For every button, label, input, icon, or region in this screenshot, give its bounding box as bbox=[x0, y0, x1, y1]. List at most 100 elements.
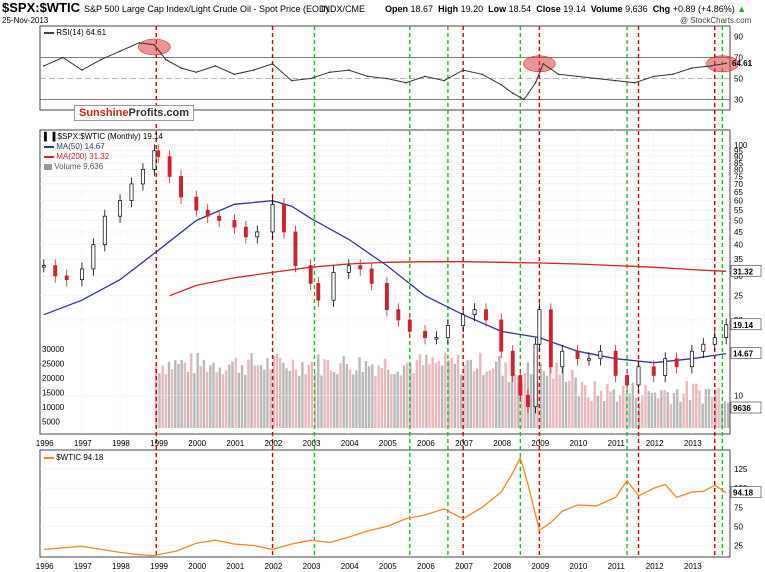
candle-body bbox=[526, 394, 530, 408]
volume-tick-label: 20000 bbox=[42, 374, 65, 383]
volume-tick-label: 5000 bbox=[42, 418, 60, 427]
volume-bar bbox=[669, 403, 673, 428]
volume-bar bbox=[320, 375, 323, 428]
symbol-description: S&P 500 Large Cap Index/Light Crude Oil … bbox=[84, 4, 329, 14]
candle-body bbox=[167, 156, 172, 177]
volume-bar bbox=[164, 374, 168, 428]
wtic-tick-label: 25 bbox=[734, 542, 743, 551]
wtic-last-box bbox=[730, 486, 762, 498]
candle-body bbox=[270, 203, 275, 233]
volume-bar bbox=[196, 353, 199, 428]
year-label-wtic: 2002 bbox=[265, 562, 283, 571]
rsi-point bbox=[462, 69, 464, 71]
volume-bar bbox=[317, 354, 320, 428]
volume-bar bbox=[425, 354, 428, 428]
rsi-point bbox=[405, 81, 407, 84]
rsi-point bbox=[119, 50, 121, 52]
volume-bar bbox=[485, 371, 488, 428]
rsi-tick-label: 30 bbox=[734, 96, 743, 105]
rsi-point bbox=[214, 65, 217, 67]
year-label-price: 2010 bbox=[570, 439, 588, 448]
volume-bar bbox=[193, 373, 196, 428]
rsi-highlight-ellipse bbox=[138, 38, 171, 56]
candle-body bbox=[384, 283, 389, 310]
volume-bar bbox=[444, 352, 447, 428]
volume-bar bbox=[494, 361, 498, 428]
year-label-wtic: 1997 bbox=[74, 562, 92, 571]
volume-bar bbox=[714, 389, 717, 428]
volume-bar bbox=[701, 403, 704, 428]
volume-bar bbox=[695, 383, 698, 428]
volume-bar bbox=[707, 388, 711, 428]
ohlc-bar: Open 18.67 High 19.20 Low 18.54 Close 19… bbox=[385, 4, 746, 14]
volume-bar bbox=[345, 364, 349, 428]
chg-label: Chg bbox=[652, 4, 671, 14]
volume-bar bbox=[209, 365, 212, 428]
price-tick-label: 80 bbox=[734, 165, 743, 174]
volume-bar bbox=[399, 375, 403, 428]
close-label: Close bbox=[536, 4, 561, 14]
volume-bar bbox=[548, 366, 552, 428]
candle-body bbox=[232, 220, 237, 228]
year-label-price: 1996 bbox=[36, 439, 54, 448]
rsi-point bbox=[710, 65, 712, 67]
candle-body bbox=[461, 314, 466, 326]
rsi-point bbox=[180, 67, 182, 69]
volume-bar bbox=[361, 372, 364, 428]
price-tick-label: 100 bbox=[734, 141, 748, 150]
volume-bar bbox=[177, 364, 180, 428]
candle-body bbox=[472, 309, 477, 316]
rsi-last-label: 64.61 bbox=[732, 59, 753, 68]
volume-bar bbox=[158, 373, 161, 428]
year-label-wtic: 2011 bbox=[608, 562, 626, 571]
volume-bar bbox=[590, 400, 593, 428]
volume-bar bbox=[383, 358, 387, 428]
volume-bar bbox=[660, 390, 663, 428]
volume-bar bbox=[240, 365, 244, 428]
volume-bar bbox=[329, 370, 333, 428]
rsi-point bbox=[542, 63, 545, 65]
volume-bar bbox=[247, 359, 250, 428]
year-label-price: 2001 bbox=[226, 439, 244, 448]
candle-body bbox=[548, 309, 553, 368]
volume-bar bbox=[666, 392, 669, 428]
candle-body bbox=[537, 309, 542, 345]
rsi-point bbox=[165, 58, 167, 61]
volume-bar bbox=[498, 356, 501, 428]
candle-body bbox=[79, 268, 84, 280]
candle-body bbox=[575, 350, 580, 360]
volume-bar bbox=[663, 389, 666, 428]
volume-bar bbox=[402, 365, 406, 428]
candle-body bbox=[243, 226, 248, 238]
candle-body bbox=[434, 337, 439, 340]
vertical-markers bbox=[155, 26, 724, 557]
volume-bar bbox=[542, 371, 546, 428]
volume-bar bbox=[726, 402, 730, 428]
volume-bar bbox=[647, 391, 650, 428]
candle-body bbox=[179, 176, 183, 198]
volume-bar bbox=[170, 369, 174, 428]
volume-bar bbox=[463, 364, 466, 428]
rsi-point bbox=[481, 73, 484, 76]
volume-bar bbox=[650, 392, 654, 428]
volume-bar bbox=[224, 370, 228, 428]
volume-bar bbox=[552, 378, 555, 428]
volume-bar bbox=[577, 396, 580, 428]
volume-bar bbox=[377, 365, 380, 428]
volume-bar bbox=[266, 358, 269, 428]
candle-body bbox=[102, 215, 107, 246]
price-tick-label: 45 bbox=[734, 228, 743, 237]
year-label-wtic: 2005 bbox=[379, 562, 397, 571]
candle-body bbox=[423, 331, 427, 338]
volume-bar bbox=[676, 389, 679, 428]
candle-body bbox=[636, 366, 641, 386]
rsi-point bbox=[576, 75, 579, 78]
last-value-label: 19.14 bbox=[733, 321, 754, 330]
rsi-point bbox=[652, 75, 655, 78]
volume-bar bbox=[228, 364, 231, 428]
volume-bar bbox=[682, 393, 685, 428]
price-tick-label: 10 bbox=[734, 391, 743, 400]
series bbox=[41, 38, 739, 557]
volume-bar bbox=[583, 385, 587, 428]
volume-bar bbox=[310, 361, 314, 428]
